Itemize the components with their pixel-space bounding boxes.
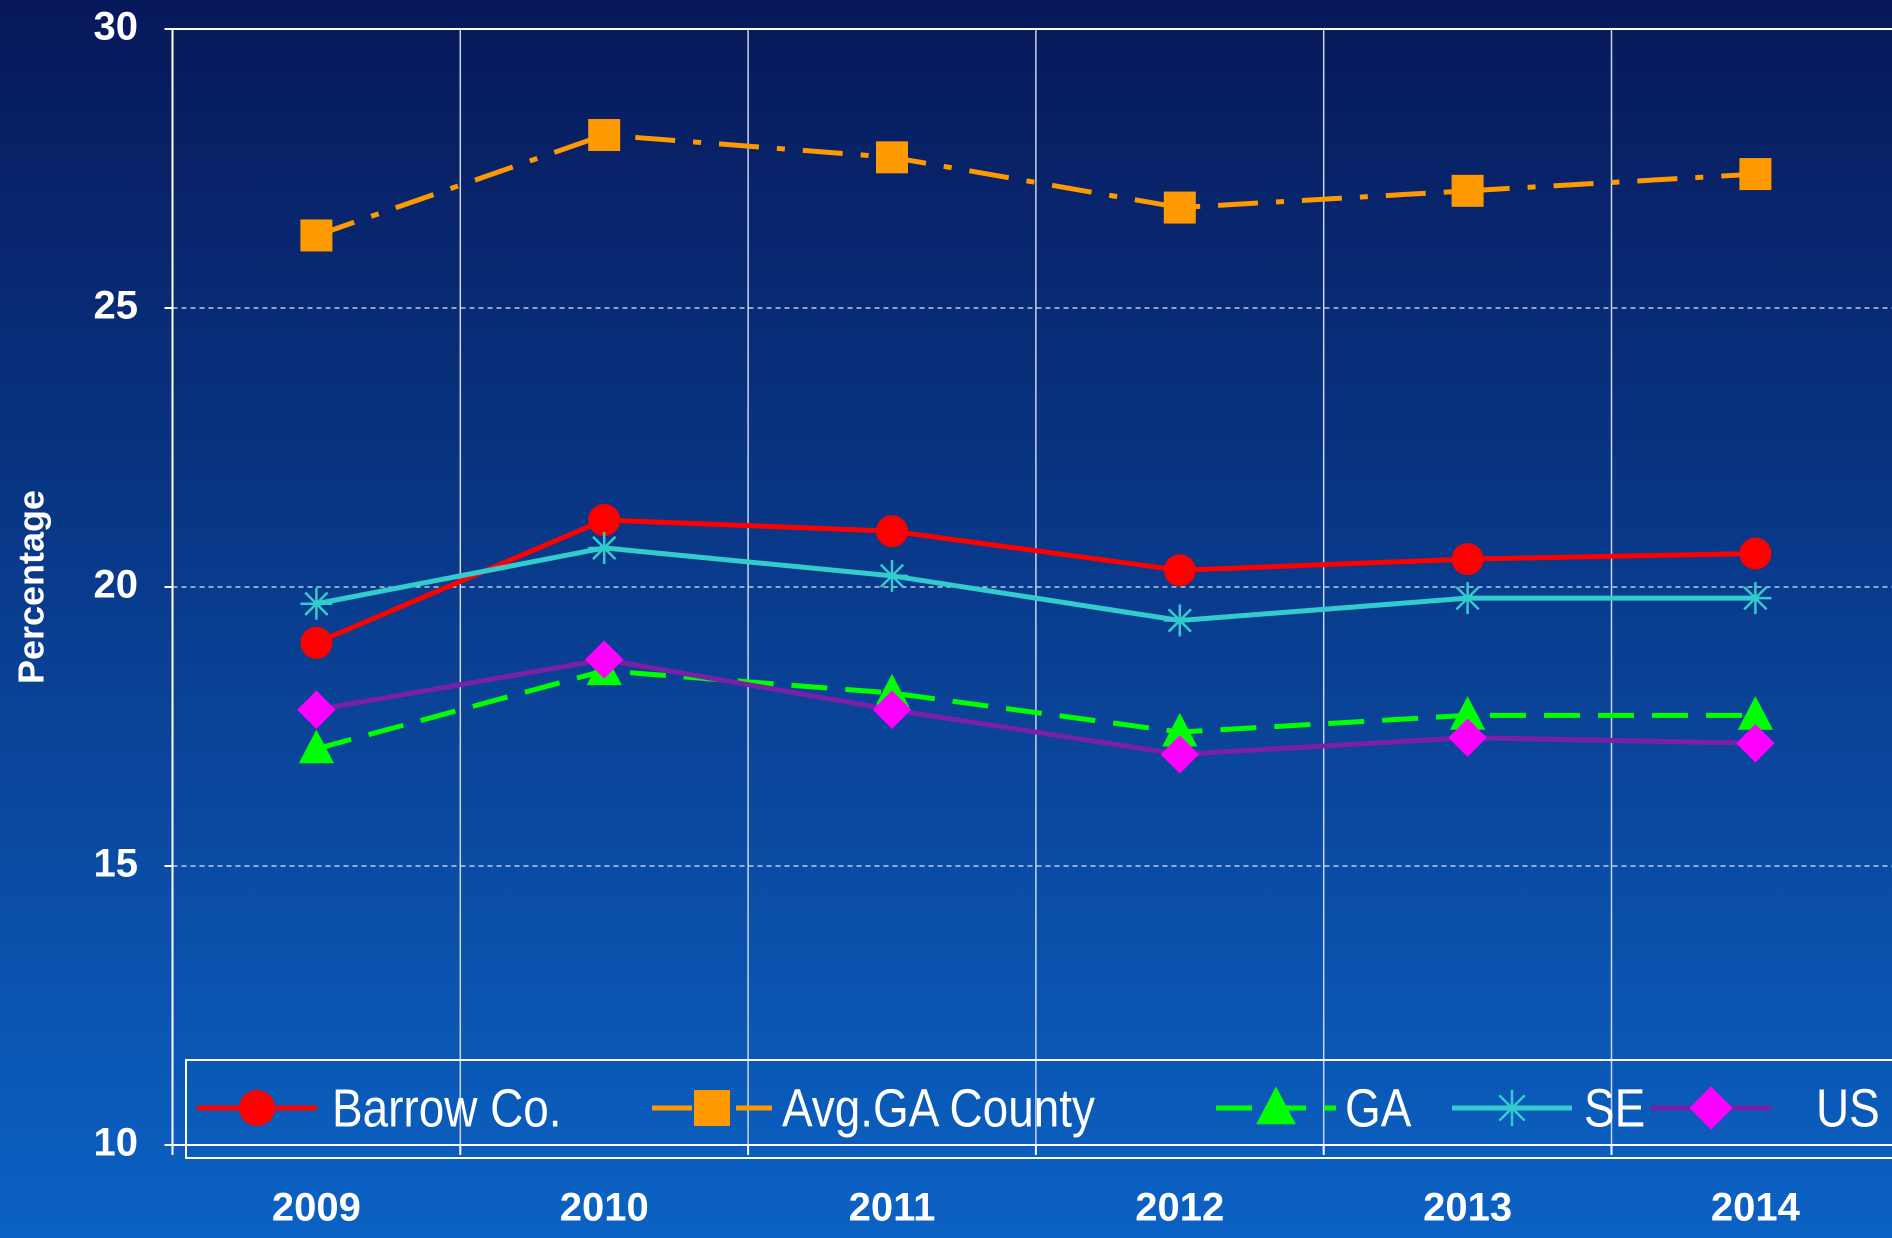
legend-label: Barrow Co. bbox=[332, 1078, 562, 1138]
x-tick-label: 2009 bbox=[272, 1186, 361, 1230]
y-tick-label: 30 bbox=[94, 5, 139, 49]
data-point bbox=[1163, 554, 1196, 587]
legend-marker bbox=[1689, 1086, 1733, 1130]
x-tick-label: 2010 bbox=[560, 1186, 649, 1230]
legend-label: GA bbox=[1345, 1078, 1412, 1138]
data-point bbox=[876, 141, 908, 174]
legend-marker bbox=[239, 1090, 275, 1126]
data-point bbox=[298, 729, 334, 764]
legend-marker bbox=[1256, 1086, 1296, 1125]
data-point bbox=[1737, 696, 1773, 730]
data-point bbox=[1162, 712, 1198, 747]
data-point bbox=[1448, 718, 1487, 757]
data-point bbox=[297, 690, 336, 729]
data-point bbox=[300, 626, 333, 659]
x-tick-label: 2012 bbox=[1135, 1186, 1224, 1230]
legend-label: SE bbox=[1584, 1078, 1645, 1138]
data-point bbox=[872, 690, 912, 729]
y-axis-label: Percentage bbox=[11, 490, 52, 684]
y-tick-label: 20 bbox=[94, 563, 139, 607]
data-point bbox=[1739, 158, 1772, 191]
data-point bbox=[1450, 696, 1486, 730]
data-point bbox=[1163, 191, 1196, 224]
data-point bbox=[1739, 537, 1772, 570]
x-tick-label: 2013 bbox=[1423, 1186, 1512, 1230]
series-line bbox=[315, 657, 1756, 757]
data-point bbox=[1451, 582, 1484, 615]
y-tick-label: 25 bbox=[94, 284, 139, 328]
legend-box bbox=[185, 1059, 1892, 1159]
x-tick-label: 2014 bbox=[1711, 1186, 1801, 1230]
series-line bbox=[315, 668, 1756, 752]
data-point bbox=[300, 587, 333, 620]
data-point bbox=[300, 219, 333, 252]
series-line bbox=[315, 545, 1756, 623]
y-tick-label: 15 bbox=[94, 842, 139, 886]
legend-label: US bbox=[1816, 1078, 1880, 1138]
series-line bbox=[315, 132, 1756, 238]
y-tick-label: 10 bbox=[94, 1121, 139, 1165]
x-tick-label: 2011 bbox=[849, 1186, 936, 1230]
data-point bbox=[1736, 724, 1775, 763]
data-point bbox=[588, 531, 621, 564]
data-point bbox=[585, 640, 624, 679]
data-point bbox=[876, 559, 908, 592]
data-point bbox=[1163, 604, 1196, 637]
legend-marker bbox=[1494, 1090, 1530, 1126]
data-point bbox=[588, 504, 621, 537]
data-point bbox=[1160, 735, 1199, 774]
series-line bbox=[315, 517, 1756, 646]
legend-label: Avg.GA County bbox=[782, 1078, 1095, 1138]
legend-marker bbox=[694, 1090, 730, 1126]
data-point bbox=[876, 515, 908, 548]
data-point bbox=[1451, 174, 1484, 207]
data-point bbox=[1451, 543, 1484, 576]
data-point bbox=[588, 119, 621, 152]
data-point bbox=[1739, 582, 1772, 615]
